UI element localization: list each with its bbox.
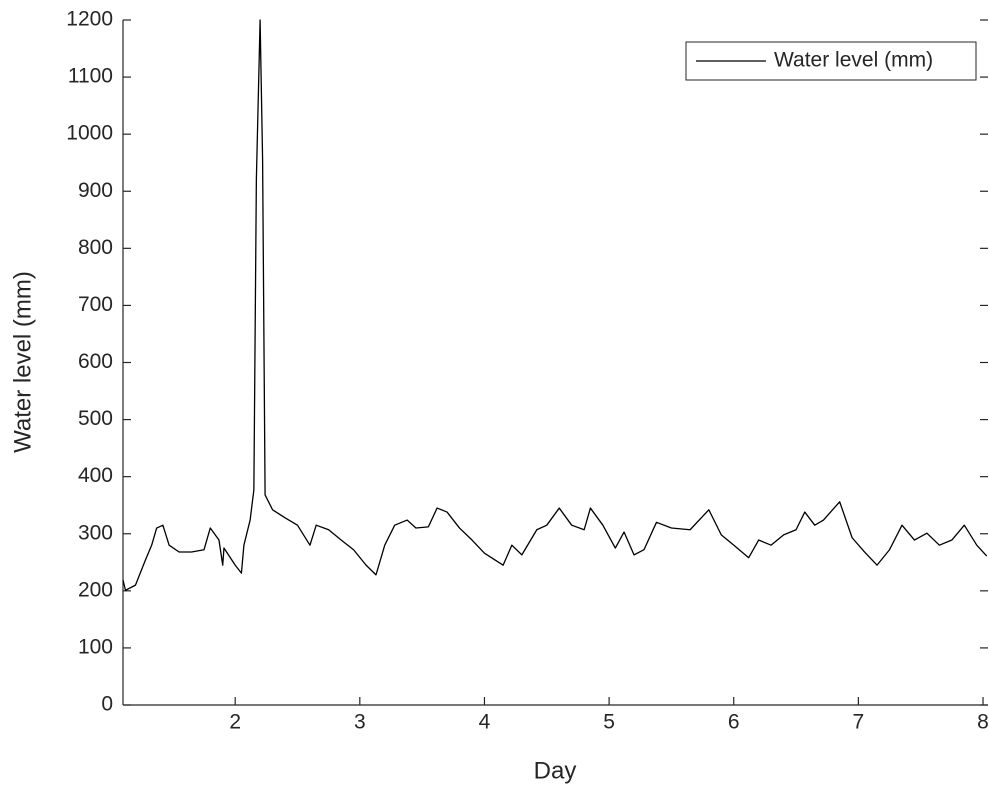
y-tick-label: 1100 <box>68 65 113 88</box>
y-tick-label: 700 <box>78 293 113 316</box>
y-tick-label: 1200 <box>66 8 113 31</box>
legend-label: Water level (mm) <box>774 49 933 72</box>
y-tick-label: 300 <box>78 521 113 544</box>
x-axis-label: Day <box>534 757 577 784</box>
y-tick-label: 500 <box>78 407 113 430</box>
plot-area <box>123 20 988 705</box>
y-tick-label: 200 <box>78 578 113 601</box>
x-tick-label: 3 <box>354 711 366 734</box>
x-tick-label: 4 <box>479 711 491 734</box>
y-tick-label: 100 <box>78 635 113 658</box>
x-tick-label: 8 <box>977 711 989 734</box>
x-tick-label: 5 <box>603 711 615 734</box>
y-tick-label: 800 <box>78 236 113 259</box>
y-tick-label: 0 <box>101 693 113 716</box>
x-tick-label: 7 <box>853 711 865 734</box>
y-tick-label: 1000 <box>66 122 113 145</box>
y-axis-label: Water level (mm) <box>9 271 36 453</box>
y-tick-label: 900 <box>78 179 113 202</box>
data-line <box>122 19 988 591</box>
y-tick-label: 600 <box>78 350 113 373</box>
x-tick-label: 2 <box>229 711 241 734</box>
x-tick-label: 6 <box>728 711 740 734</box>
y-tick-label: 400 <box>78 464 113 487</box>
